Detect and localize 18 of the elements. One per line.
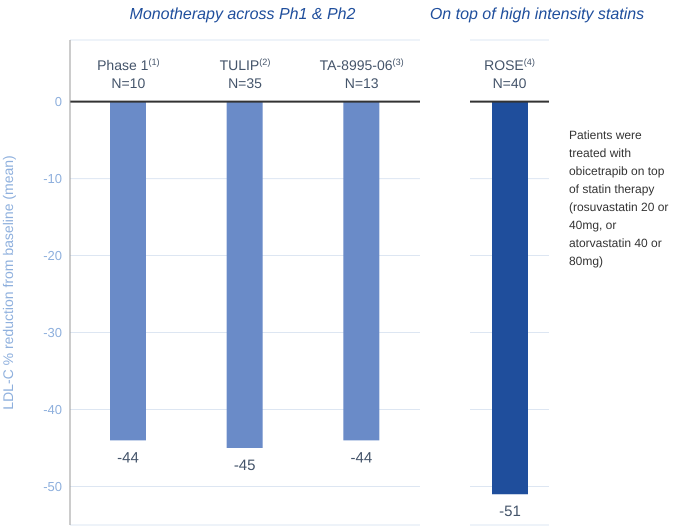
x-tick-label: Phase 1$^{(1)}$ N=10	[97, 57, 160, 91]
data-label: -45	[234, 457, 256, 474]
data-label: -44	[350, 449, 372, 466]
x-tick-label: ROSE$^{(4)}$ N=40	[484, 57, 535, 91]
y-tick-label: -10	[43, 171, 62, 186]
x-tick-label: TULIP$^{(2)}$ N=35	[220, 57, 270, 91]
y-tick-label: -30	[43, 325, 62, 340]
category-label: TA-8995-06$^{(3)}$ N=13	[320, 57, 404, 91]
chart-title: On top of high intensity statins	[428, 6, 646, 24]
y-tick-label: -40	[43, 402, 62, 418]
y-axis-title: LDL-C % reduction from baseline (mean)	[0, 155, 16, 410]
y-tick-label: -50	[43, 479, 62, 494]
text: Patients were treated with obicetrapib on top of statin therapy (rosuvastatin 20 or 40mg, or atorvastatin 40 or 80mg)	[569, 128, 668, 268]
data-label: -44	[117, 449, 139, 466]
y-tick-label: -20	[43, 248, 62, 264]
data-label: -51	[499, 503, 521, 520]
y-tick-label: 0	[54, 94, 62, 110]
chart-title: Monotherapy across Ph1 & Ph2	[130, 6, 356, 23]
